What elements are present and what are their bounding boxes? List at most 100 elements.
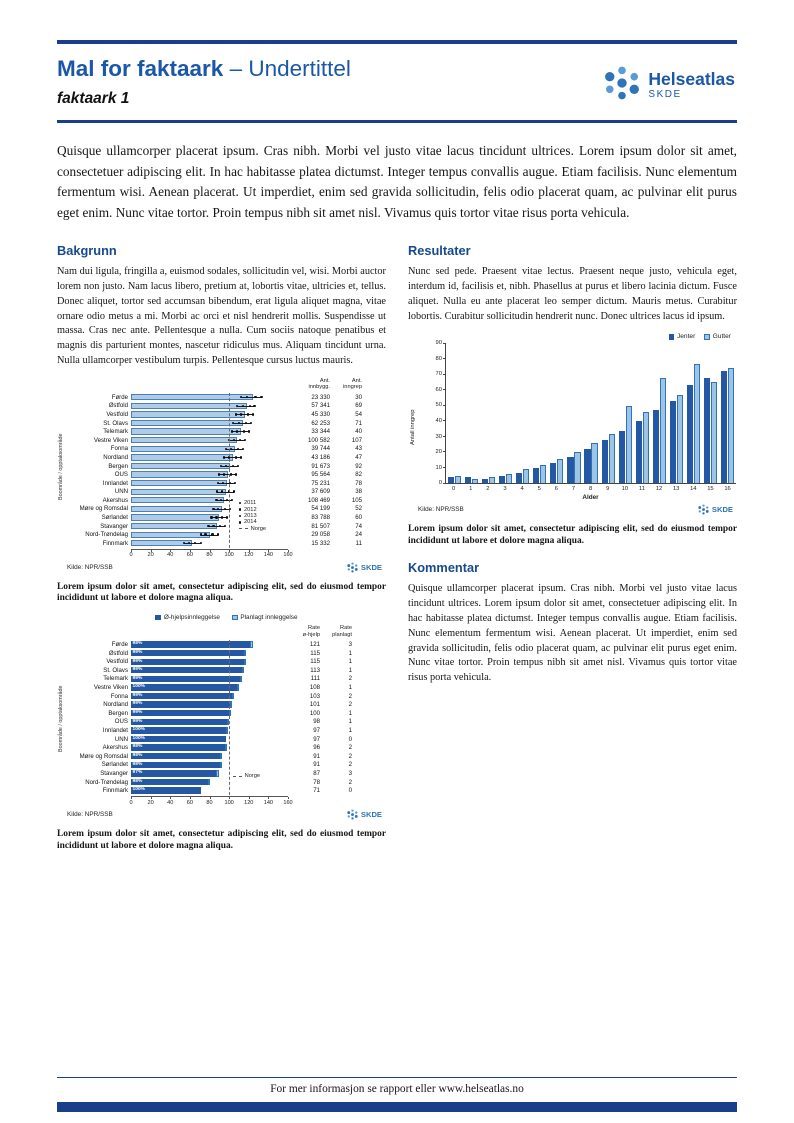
bar-row: Nordland 99% 101 2 — [67, 700, 386, 709]
x-axis-tick-label: 11 — [638, 485, 645, 492]
year-dot — [260, 395, 263, 399]
y-axis-tick — [443, 420, 446, 422]
rate-bar — [131, 479, 228, 487]
year-dot — [235, 404, 239, 407]
year-dot — [234, 456, 238, 459]
bar-group — [463, 477, 480, 484]
value-inngrep: 82 — [355, 471, 362, 479]
chart-source: Kilde: NPR/SSB — [418, 505, 464, 513]
value-rate-planlagt: 1 — [348, 658, 352, 666]
chart1-column-headers: Ant. innbygg. Ant. inngrep — [67, 378, 386, 391]
x-axis-tick — [131, 796, 132, 800]
year-dot — [219, 524, 222, 528]
skde-logo-text: SKDE — [360, 809, 382, 819]
acute-bar — [131, 658, 244, 665]
year-dot — [229, 473, 233, 476]
year-dot — [226, 516, 229, 519]
year-range-line — [211, 517, 228, 519]
x-axis-tick-label: 160 — [283, 552, 293, 559]
bar-gutter — [472, 478, 479, 484]
x-axis-tick — [131, 549, 132, 552]
legend-label: Gutter — [712, 333, 731, 341]
bar-jenter — [499, 475, 506, 484]
x-axis-tick-label: 0 — [129, 799, 133, 806]
legend-dash-icon — [233, 775, 242, 777]
percent-label: 98% — [132, 753, 143, 759]
chart-footer: Kilde: NPR/SSB SKDE — [67, 809, 386, 820]
chart3-plot-area: 0 10 20 30 40 50 60 70 80 90 — [436, 340, 736, 486]
y-axis-label: Boområde / opptaksområde — [58, 433, 64, 500]
value-inngrep: 71 — [355, 419, 362, 427]
bar-jenter — [652, 410, 659, 484]
legend-dash-icon — [239, 528, 248, 530]
bar-row: St. Olavs 99% 113 1 — [67, 666, 386, 675]
chart-source: Kilde: NPR/SSB — [67, 810, 113, 818]
legend-item: 2011 — [239, 500, 266, 506]
row-label: Telemark — [103, 428, 128, 436]
planned-bar — [226, 727, 229, 734]
year-range-line — [229, 440, 245, 441]
y-axis-tick-label: 20 — [435, 449, 442, 456]
y-axis-tick-label: 80 — [435, 355, 442, 362]
bar-group — [565, 452, 582, 484]
bar-track — [131, 522, 288, 531]
percent-label: 98% — [132, 778, 143, 784]
year-dot — [227, 490, 231, 493]
year-dot — [245, 395, 248, 399]
row-label: Bergen — [108, 462, 128, 470]
year-range-line — [200, 534, 219, 536]
bar-row: Bergen 99% 100 1 — [67, 709, 386, 718]
year-dot — [187, 542, 191, 545]
x-axis-tick — [248, 549, 250, 552]
legend-dot-icon — [239, 501, 242, 505]
bar-row: UNN 37 609 38 — [67, 487, 386, 496]
bar-gutter — [557, 458, 564, 484]
bar-gutter — [608, 433, 615, 484]
x-axis-tick-label: 15 — [707, 485, 714, 492]
x-axis-tick-label: 40 — [167, 799, 174, 806]
bar-row: UNN 100% 97 0 — [67, 735, 386, 744]
bar-track: 99% — [131, 675, 288, 684]
row-label: UNN — [114, 488, 128, 496]
planned-bar — [220, 753, 223, 760]
x-axis-tick — [268, 549, 270, 552]
year-dot — [242, 430, 245, 433]
legend-label: Jenter — [676, 333, 696, 341]
acute-bar — [131, 684, 237, 691]
year-dot — [212, 507, 215, 511]
value-rate-ohjelp: 91 — [313, 761, 320, 769]
year-dot — [241, 404, 245, 407]
value-inngrep: 47 — [355, 453, 362, 461]
bar-row: Vestre Viken 100 582 107 — [67, 436, 386, 445]
row-label: St. Olavs — [103, 419, 128, 427]
legend-dot-icon — [239, 514, 242, 518]
year-dot — [217, 507, 220, 511]
chart2-legend: Ø-hjelpsinnleggelse Planlagt innleggelse — [67, 614, 386, 621]
value-rate-ohjelp: 78 — [313, 778, 320, 786]
year-dot — [232, 490, 236, 493]
skde-logo: SKDE — [347, 809, 382, 820]
year-dot — [239, 413, 243, 416]
value-rate-ohjelp: 100 — [309, 709, 320, 717]
year-dot — [223, 473, 226, 476]
acute-bar — [131, 787, 201, 794]
bar-row: Vestfold 99% 115 1 — [67, 657, 386, 666]
year-dot — [217, 533, 220, 536]
value-inngrep: 30 — [355, 393, 362, 401]
year-dot — [234, 413, 238, 416]
bar-track: 100% — [131, 726, 288, 735]
legend-swatch-icon — [704, 334, 710, 340]
bar-group — [548, 458, 565, 484]
x-axis-tick — [248, 796, 250, 800]
y-axis-tick-label: 60 — [435, 386, 442, 393]
bar-track — [131, 402, 288, 411]
value-inngrep: 92 — [355, 462, 362, 470]
bar-track — [131, 462, 288, 471]
x-axis-tick-label: 120 — [244, 552, 254, 559]
year-dot — [247, 430, 250, 433]
year-dot — [243, 438, 246, 442]
x-axis-tick-label: 140 — [263, 552, 274, 559]
bar-gutter — [676, 394, 683, 484]
value-inngrep: 69 — [355, 402, 362, 410]
